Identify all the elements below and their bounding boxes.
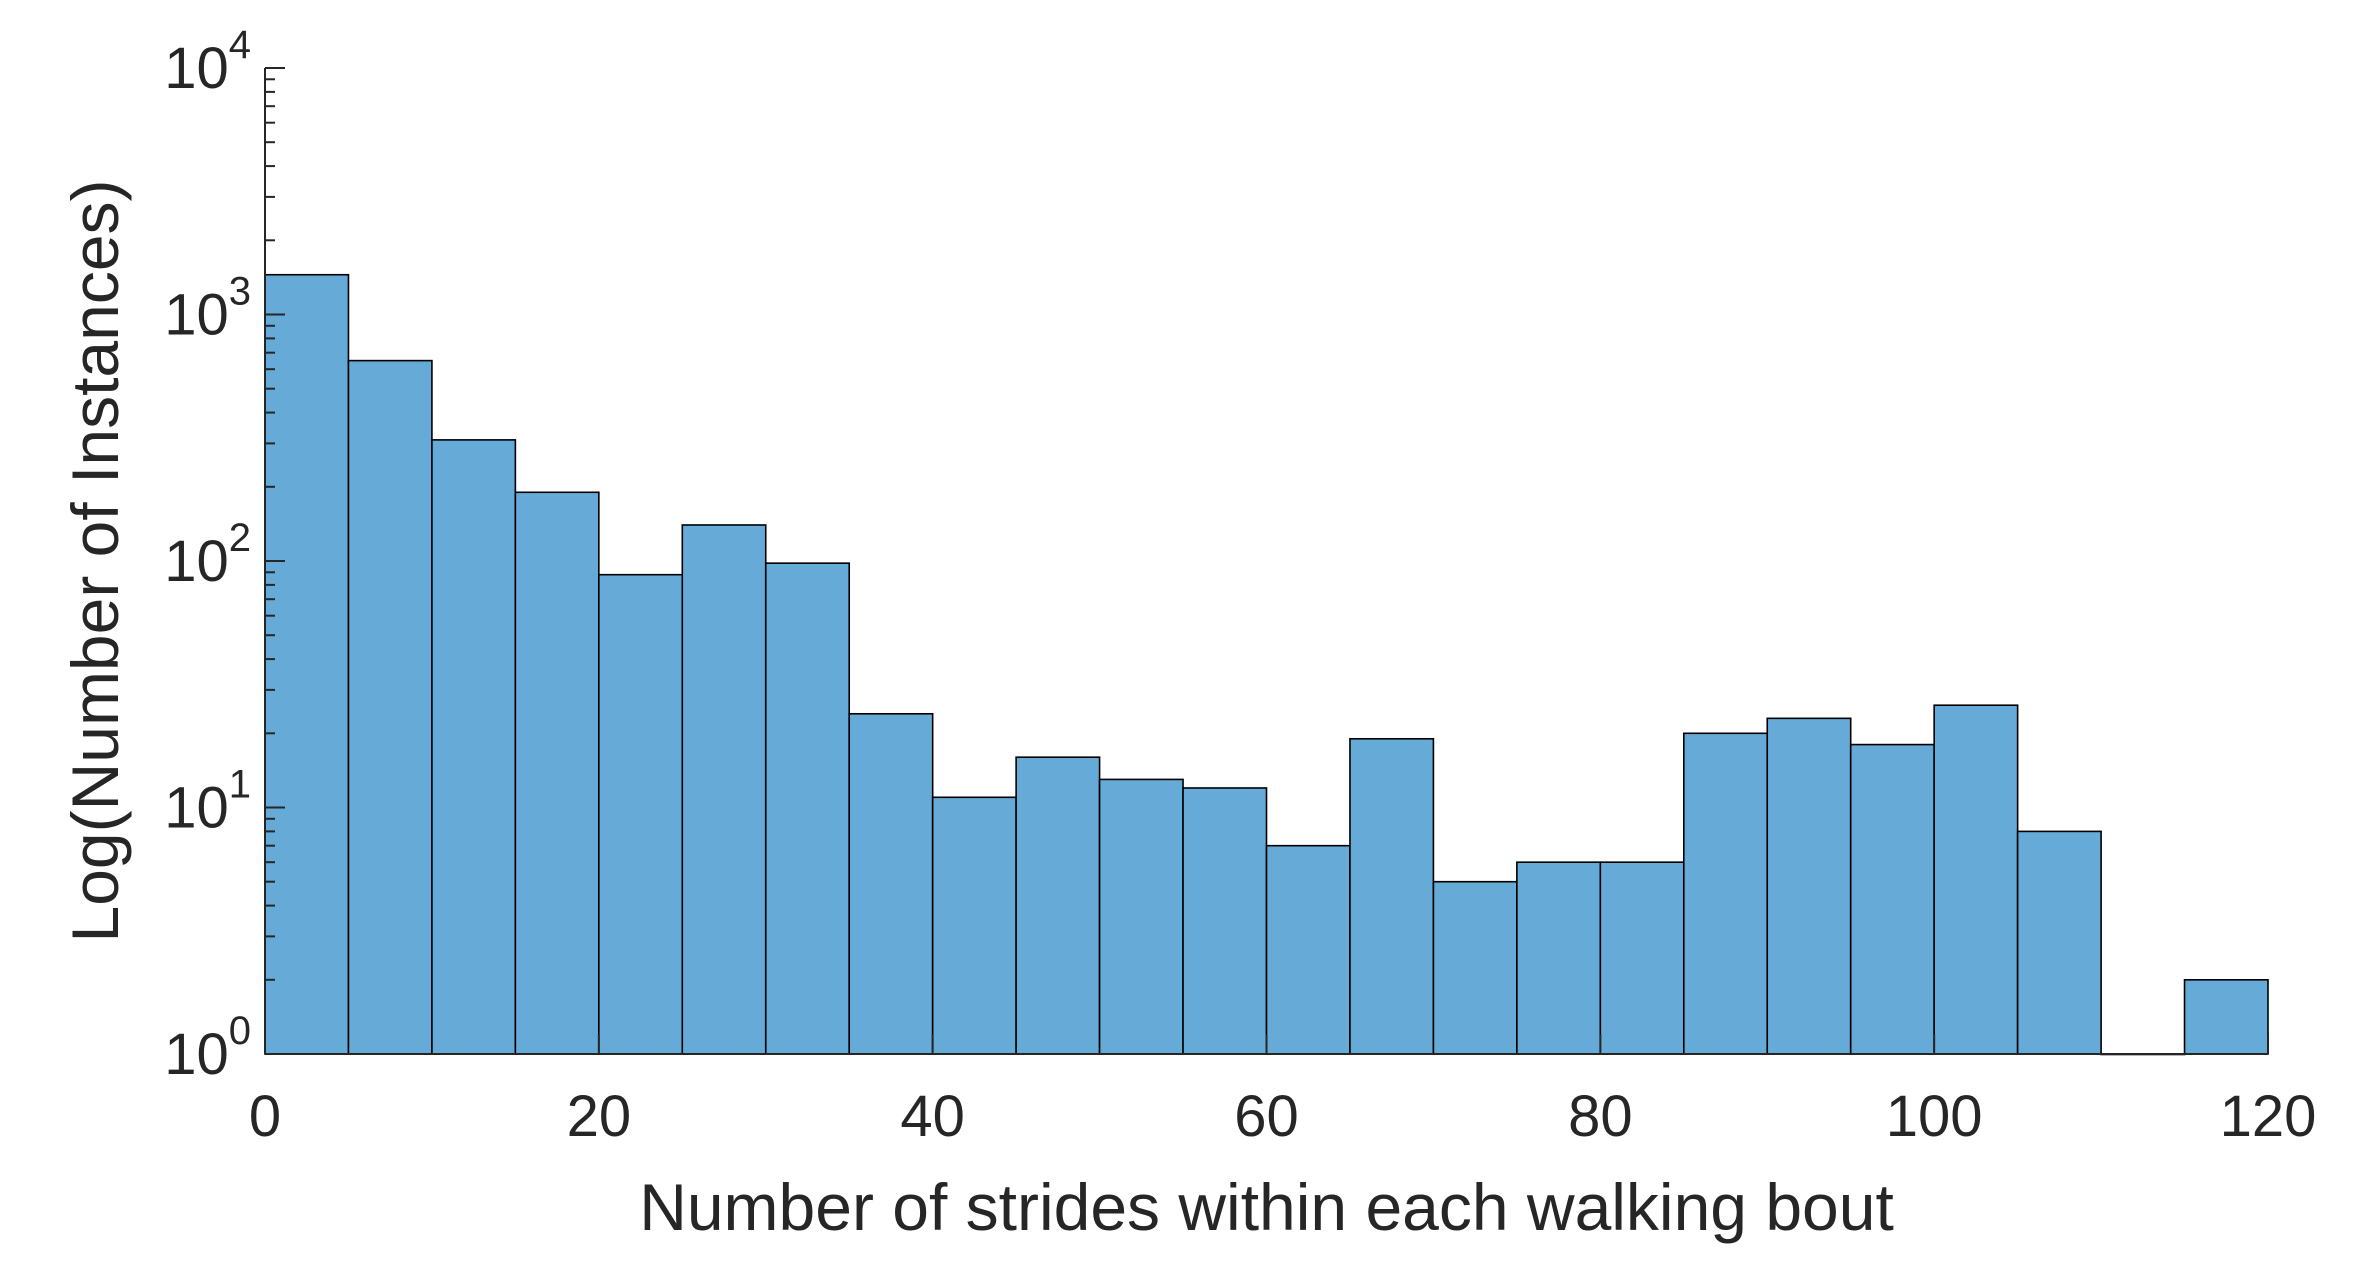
histogram-bar <box>1516 861 1602 1055</box>
histogram-bar <box>1265 844 1351 1055</box>
y-tick-label: 102 <box>164 516 251 594</box>
histogram-bar <box>1098 778 1184 1055</box>
histogram-bar <box>848 712 934 1055</box>
bars-group <box>264 273 2269 1056</box>
histogram-bar <box>514 491 600 1055</box>
histogram-bar <box>1432 880 1518 1055</box>
x-tick-label: 40 <box>900 1084 965 1149</box>
histogram-bar <box>431 439 517 1055</box>
histogram-bar <box>2016 830 2102 1055</box>
x-tick-label: 100 <box>1886 1084 1983 1149</box>
histogram-bar <box>598 573 684 1055</box>
histogram-bar <box>1349 737 1435 1055</box>
histogram-bar <box>1015 756 1101 1055</box>
histogram-bar <box>1182 787 1268 1055</box>
histogram-bar <box>1599 861 1685 1055</box>
x-tick-label: 120 <box>2220 1084 2317 1149</box>
ticks-group: 100 101 102 103 104 0 20 40 60 80 100 120 <box>164 23 2316 1149</box>
histogram-bar <box>931 796 1017 1055</box>
y-axis-label: Log(Number of Instances) <box>58 179 132 942</box>
histogram-bar <box>2183 978 2269 1055</box>
histogram-bar <box>681 524 767 1055</box>
x-tick-label: 80 <box>1568 1084 1633 1149</box>
y-tick-label: 101 <box>164 763 251 841</box>
x-tick-label: 0 <box>249 1084 281 1149</box>
y-tick-label: 103 <box>164 270 251 348</box>
histogram-bar <box>1849 743 1935 1055</box>
y-tick-label: 104 <box>164 23 251 101</box>
x-axis-label: Number of strides within each walking bo… <box>639 1170 1894 1244</box>
histogram-bar <box>764 562 851 1055</box>
histogram-bar <box>1766 717 1852 1055</box>
x-tick-label: 60 <box>1234 1084 1299 1149</box>
histogram-bar <box>347 359 433 1055</box>
histogram-bar <box>264 273 350 1055</box>
histogram-bar <box>1933 704 2019 1055</box>
histogram-bar <box>1682 732 1769 1055</box>
x-tick-label: 20 <box>567 1084 632 1149</box>
y-tick-label: 100 <box>164 1009 251 1087</box>
